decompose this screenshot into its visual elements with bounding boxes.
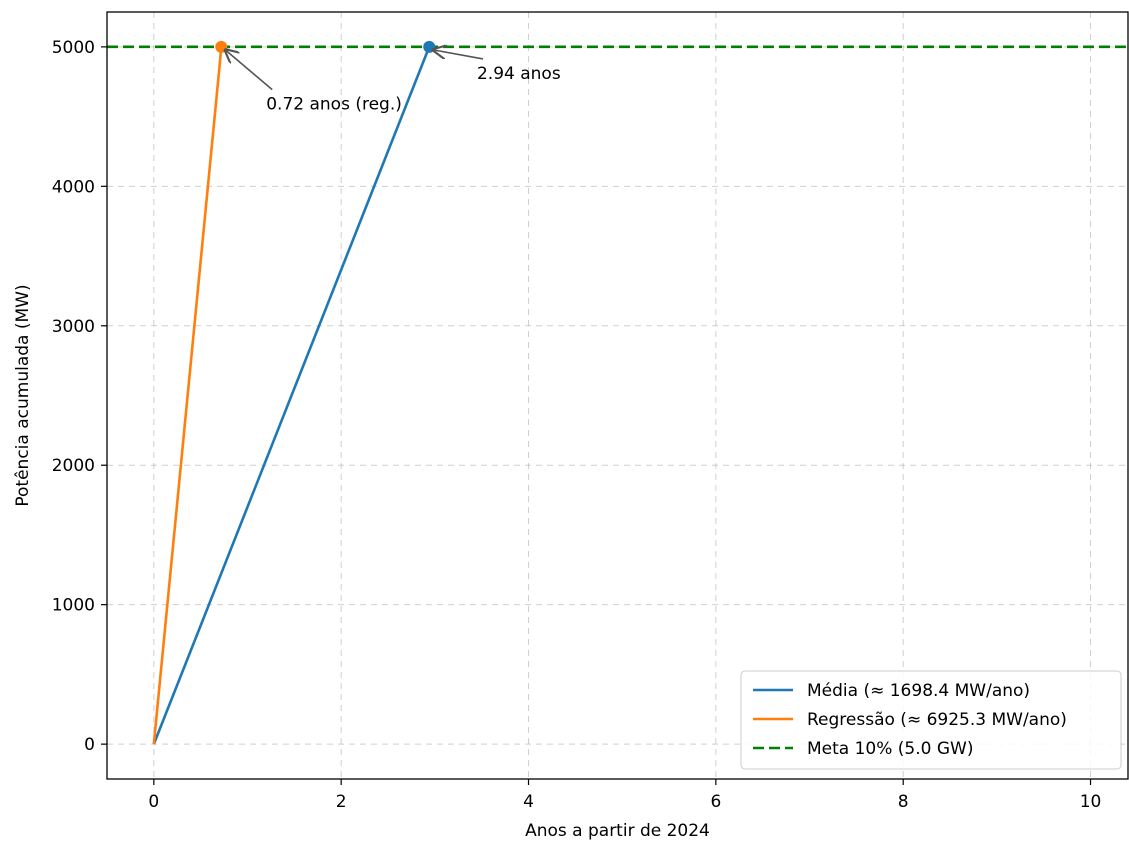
legend: Média (≈ 1698.4 MW/ano) Regressão (≈ 6925… [740, 670, 1122, 770]
annotation-arrow [225, 50, 273, 91]
annotations: 0.72 anos (reg.) 2.94 anos [225, 50, 561, 115]
series-line-1 [152, 46, 223, 745]
y-axis-label: Potência acumulada (MW) [13, 284, 33, 506]
axes-frame [106, 11, 1129, 780]
annotation-label: 0.72 anos (reg.) [266, 95, 402, 115]
x-tick-label: 0 [148, 792, 159, 812]
axes: 0 2 4 6 8 10 0 1000 2000 3000 4000 5000 Anos a parti… [13, 11, 1129, 841]
y-tick-label: 5000 [52, 38, 95, 58]
x-tick-label: 2 [336, 792, 347, 812]
annotation-arrow [433, 50, 484, 60]
x-axis-label: Anos a partir de 2024 [525, 821, 710, 841]
y-tick-label: 4000 [52, 177, 95, 197]
y-tick-label: 0 [84, 735, 95, 755]
x-tick-label: 8 [898, 792, 909, 812]
x-tick-label: 6 [710, 792, 721, 812]
x-tick-label: 4 [523, 792, 534, 812]
y-tick-label: 1000 [52, 596, 95, 616]
x-tick-label: 10 [1080, 792, 1102, 812]
series-line-0 [152, 46, 431, 745]
y-tick-label: 3000 [52, 317, 95, 337]
legend-box [740, 670, 1122, 770]
annotation-label: 2.94 anos [477, 64, 561, 84]
legend-label: Regressão (≈ 6925.3 MW/ano) [807, 710, 1067, 730]
y-tick-label: 2000 [52, 456, 95, 476]
legend-label: Média (≈ 1698.4 MW/ano) [807, 681, 1030, 701]
legend-label: Meta 10% (5.0 GW) [807, 739, 974, 759]
data-point-marker [423, 40, 436, 53]
series-layer [107, 40, 1128, 745]
